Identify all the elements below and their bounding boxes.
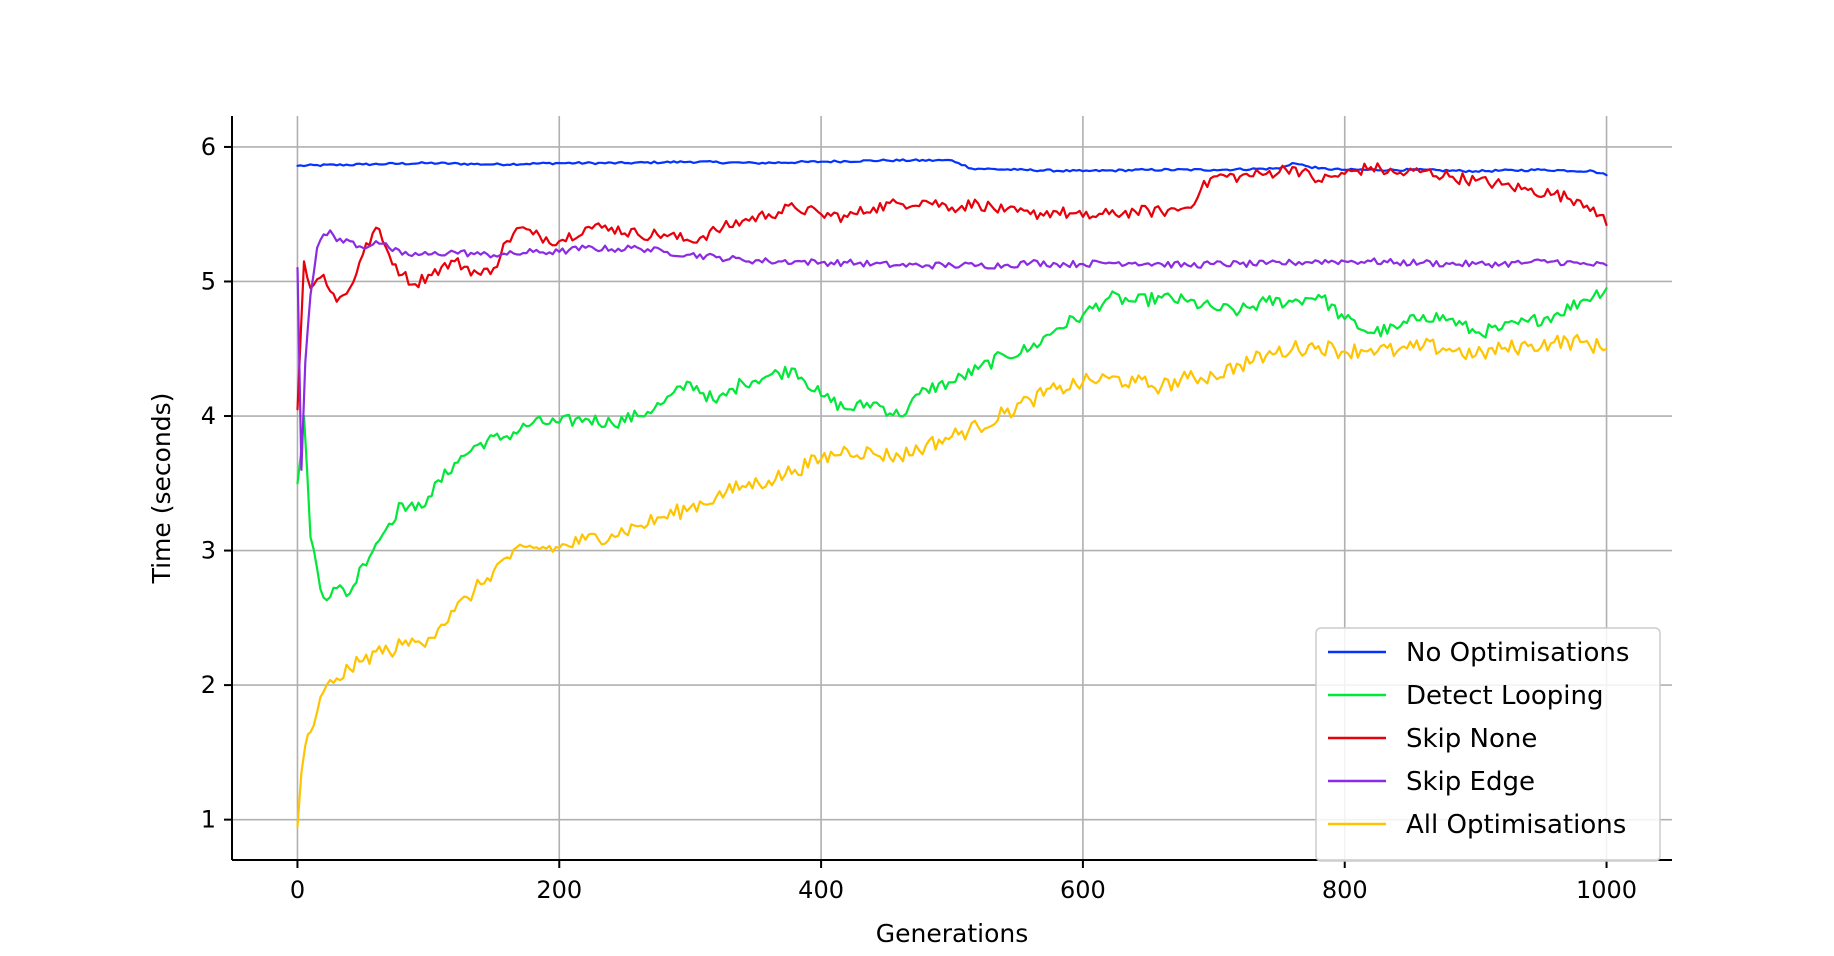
series-line-all-optimisations	[296, 333, 1608, 828]
series-line-skip-edge	[296, 229, 1608, 471]
series-line-skip-none	[296, 162, 1608, 411]
series-lines	[296, 158, 1608, 828]
y-tick-label: 2	[201, 671, 216, 699]
x-tick-label: 0	[290, 876, 305, 904]
x-tick-label: 800	[1322, 876, 1368, 904]
y-axis-ticks: 1 2 3 4 5 6	[201, 133, 232, 834]
y-tick-label: 4	[201, 402, 216, 430]
series-line-no-optimisations	[296, 158, 1608, 177]
x-axis-label: Generations	[876, 919, 1029, 948]
legend-label-all-optimisations: All Optimisations	[1406, 810, 1626, 840]
legend-box	[1315, 627, 1661, 862]
y-axis-label: Time (seconds)	[147, 393, 176, 585]
legend-label-skip-edge: Skip Edge	[1406, 767, 1535, 797]
x-tick-label: 1000	[1576, 876, 1637, 904]
legend: No Optimisations Detect Looping Skip None S…	[1315, 627, 1661, 862]
legend-label-skip-none: Skip None	[1406, 724, 1537, 754]
y-tick-label: 1	[201, 806, 216, 834]
x-tick-label: 200	[536, 876, 582, 904]
x-axis-ticks: 0 200 400 600 800 1000	[290, 860, 1637, 904]
legend-label-detect-looping: Detect Looping	[1406, 681, 1604, 711]
legend-label-no-optimisations: No Optimisations	[1406, 638, 1629, 668]
y-tick-label: 6	[201, 133, 216, 161]
x-tick-label: 400	[798, 876, 844, 904]
y-tick-label: 5	[201, 267, 216, 295]
legend-items: No Optimisations Detect Looping Skip None S…	[1328, 638, 1629, 840]
y-tick-label: 3	[201, 537, 216, 565]
series-line-detect-looping	[296, 287, 1608, 602]
x-tick-label: 600	[1060, 876, 1106, 904]
grid	[232, 116, 1672, 860]
